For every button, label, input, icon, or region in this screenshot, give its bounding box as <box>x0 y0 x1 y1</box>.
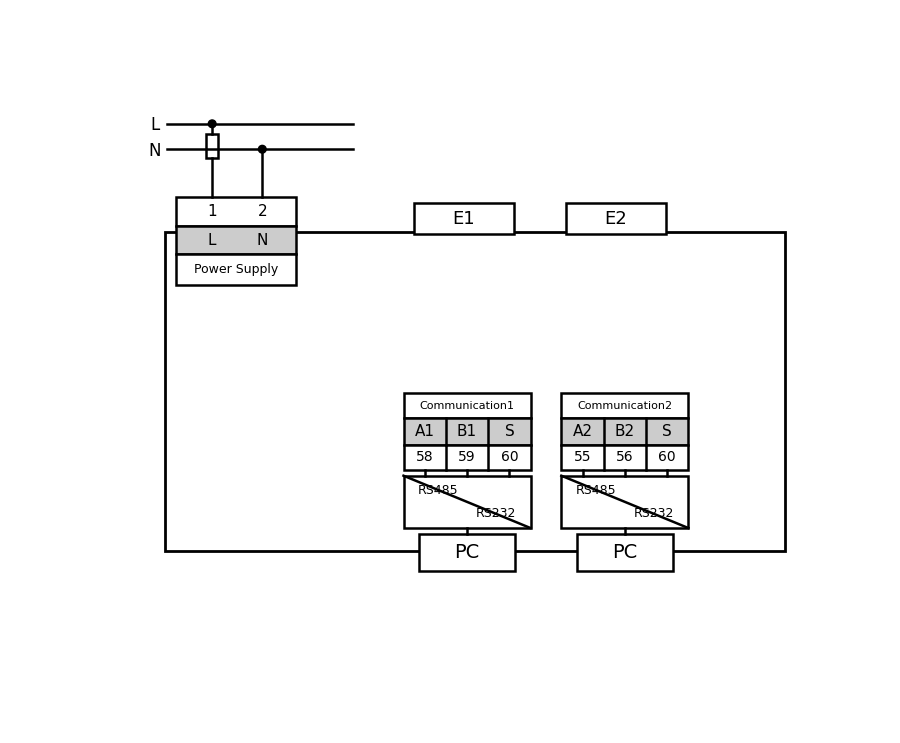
Circle shape <box>258 146 266 153</box>
Text: E1: E1 <box>452 210 475 227</box>
Bar <box>418 534 515 571</box>
Text: A1: A1 <box>415 424 435 439</box>
Bar <box>403 445 530 470</box>
Text: S: S <box>505 424 514 439</box>
Bar <box>566 203 666 234</box>
Text: A2: A2 <box>572 424 592 439</box>
Text: RS485: RS485 <box>418 484 458 497</box>
Bar <box>562 393 688 418</box>
Text: 56: 56 <box>616 450 634 464</box>
Circle shape <box>208 120 216 128</box>
Text: Power Supply: Power Supply <box>194 263 278 276</box>
Text: E2: E2 <box>605 210 627 227</box>
Bar <box>403 476 530 528</box>
Text: RS232: RS232 <box>634 507 674 520</box>
Text: PC: PC <box>612 543 637 562</box>
Bar <box>165 232 785 551</box>
Bar <box>577 534 673 571</box>
Text: PC: PC <box>454 543 480 562</box>
Text: 2: 2 <box>257 204 267 219</box>
Text: B1: B1 <box>457 424 477 439</box>
Bar <box>562 445 688 470</box>
Bar <box>413 203 514 234</box>
Text: B2: B2 <box>615 424 634 439</box>
Text: 59: 59 <box>458 450 476 464</box>
Text: Communication1: Communication1 <box>419 400 515 411</box>
Text: L: L <box>150 117 159 134</box>
Bar <box>176 197 296 226</box>
Text: Communication2: Communication2 <box>577 400 672 411</box>
Bar <box>206 134 219 158</box>
Text: 58: 58 <box>416 450 434 464</box>
Text: S: S <box>662 424 672 439</box>
Text: RS485: RS485 <box>575 484 616 497</box>
Bar <box>562 476 688 528</box>
Text: N: N <box>148 142 161 160</box>
Text: 55: 55 <box>574 450 591 464</box>
Bar <box>176 254 296 285</box>
Text: L: L <box>208 233 216 247</box>
Bar <box>403 393 530 418</box>
Text: 1: 1 <box>207 204 217 219</box>
Text: 60: 60 <box>659 450 676 464</box>
Text: 60: 60 <box>500 450 518 464</box>
Bar <box>403 418 530 445</box>
Text: N: N <box>256 233 268 247</box>
Text: RS232: RS232 <box>476 507 517 520</box>
Bar <box>562 418 688 445</box>
Bar <box>176 226 296 254</box>
